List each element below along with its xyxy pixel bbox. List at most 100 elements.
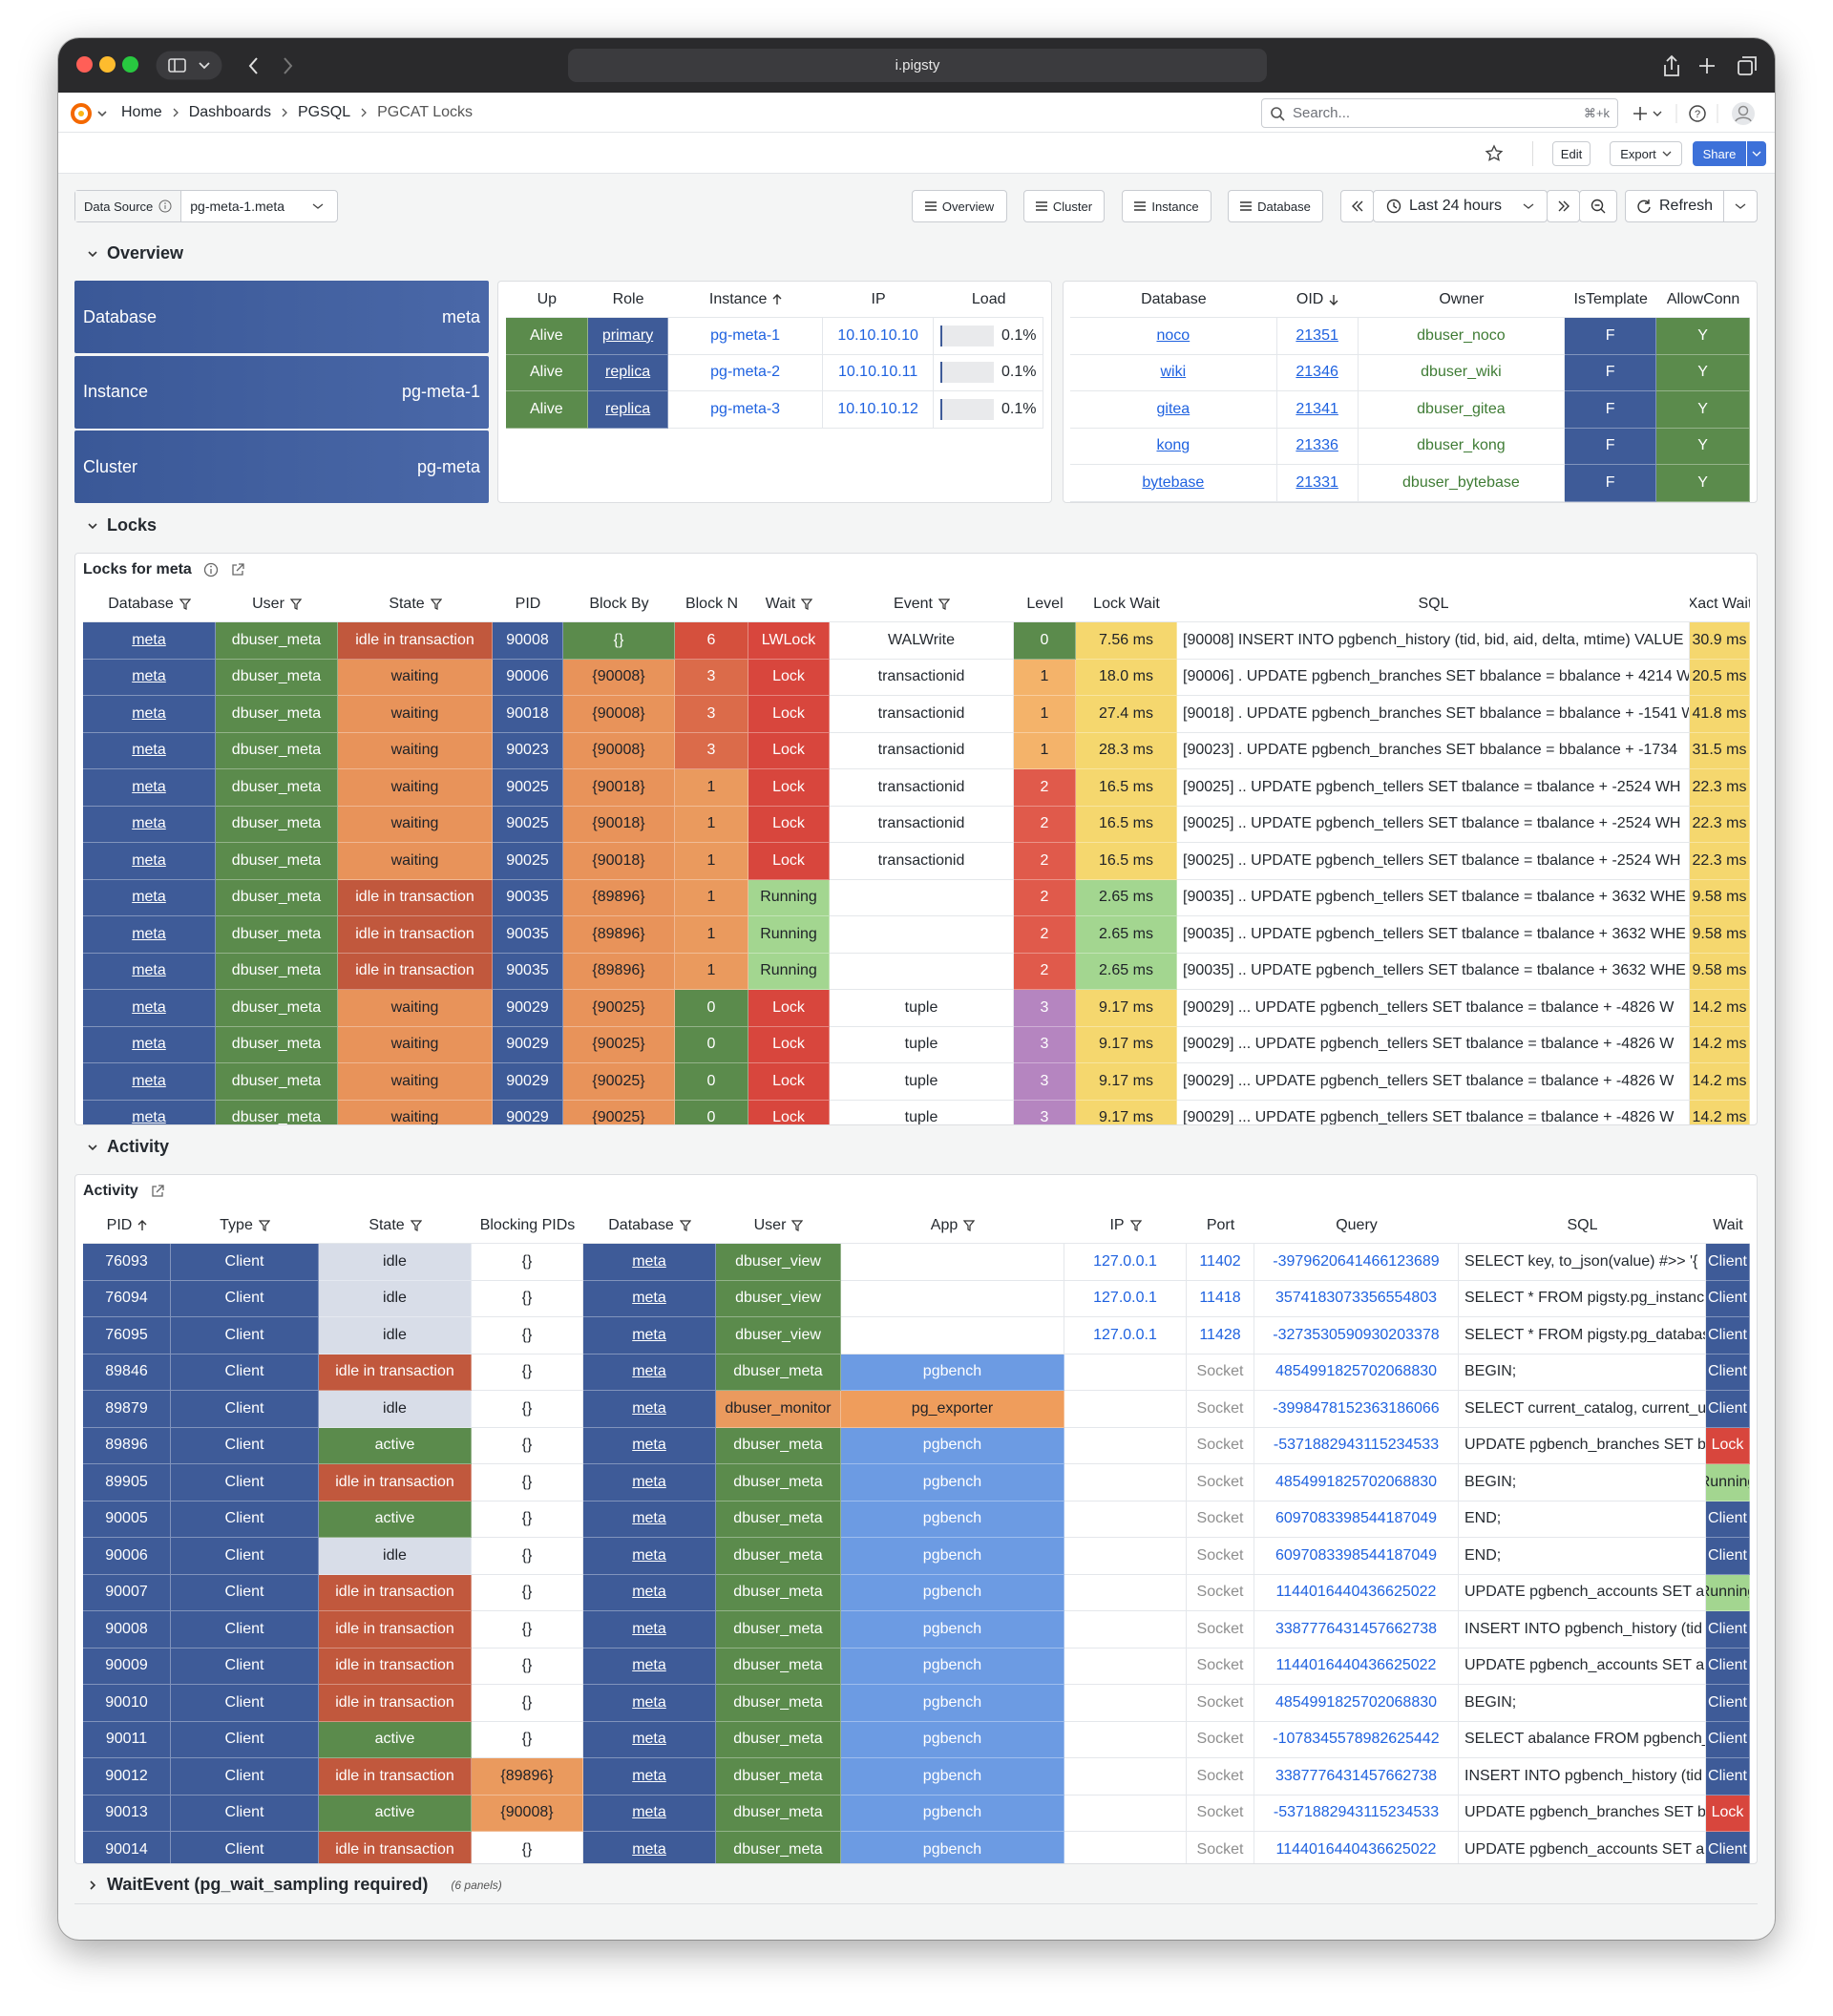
- sort-icon[interactable]: [772, 293, 782, 305]
- cell-link[interactable]: meta: [632, 1620, 666, 1637]
- share-menu[interactable]: [1747, 141, 1766, 166]
- column-header[interactable]: User: [716, 1208, 841, 1244]
- export-button[interactable]: Export: [1610, 141, 1682, 166]
- column-header[interactable]: Database: [583, 1208, 716, 1244]
- cell-link[interactable]: 21336: [1296, 437, 1338, 454]
- cell-link[interactable]: meta: [132, 1036, 166, 1053]
- cell-link[interactable]: meta: [632, 1510, 666, 1527]
- column-header[interactable]: User: [216, 586, 338, 622]
- cell-link[interactable]: meta: [632, 1326, 666, 1343]
- column-header[interactable]: IP: [1064, 1208, 1187, 1244]
- cell-link[interactable]: meta: [132, 1109, 166, 1125]
- cell-link[interactable]: meta: [632, 1399, 666, 1417]
- breadcrumb[interactable]: PGSQL: [297, 103, 351, 120]
- filter-icon[interactable]: [179, 598, 191, 610]
- row-header[interactable]: Activity: [88, 1137, 169, 1157]
- time-picker[interactable]: Last 24 hours: [1373, 190, 1548, 222]
- cell-link[interactable]: meta: [132, 925, 166, 942]
- cell-link[interactable]: replica: [604, 400, 651, 417]
- cell-link[interactable]: meta: [632, 1657, 666, 1674]
- cell-link[interactable]: meta: [632, 1584, 666, 1601]
- dashboard-link[interactable]: Overview: [912, 190, 1007, 222]
- cell-link[interactable]: kong: [1156, 437, 1190, 454]
- row-header[interactable]: WaitEvent (pg_wait_sampling required) (6 …: [88, 1875, 502, 1895]
- cell-link[interactable]: meta: [132, 742, 166, 759]
- column-header[interactable]: OID: [1276, 282, 1359, 318]
- cell-link[interactable]: meta: [132, 1072, 166, 1089]
- cell-link[interactable]: 21351: [1296, 326, 1338, 344]
- minimize-button[interactable]: [99, 56, 116, 73]
- column-header[interactable]: App: [841, 1208, 1064, 1244]
- time-shift-back[interactable]: [1340, 190, 1374, 222]
- dashboard-link[interactable]: Database: [1228, 190, 1323, 222]
- sort-icon[interactable]: [1329, 294, 1338, 305]
- cell-link[interactable]: wiki: [1160, 364, 1187, 381]
- cell-link[interactable]: 21341: [1296, 400, 1338, 417]
- column-header[interactable]: Database: [83, 586, 216, 622]
- refresh-interval[interactable]: [1723, 190, 1758, 222]
- sidebar-toggle[interactable]: [156, 51, 222, 80]
- nav-icons[interactable]: ?: [1629, 100, 1772, 127]
- cell-link[interactable]: replica: [604, 364, 651, 381]
- external-link-icon[interactable]: [230, 562, 245, 578]
- filter-icon[interactable]: [410, 1219, 422, 1231]
- cell-link[interactable]: gitea: [1156, 400, 1190, 417]
- breadcrumb[interactable]: Home: [121, 103, 162, 120]
- cell-link[interactable]: meta: [132, 962, 166, 979]
- cell-link[interactable]: meta: [632, 1804, 666, 1821]
- cell-link[interactable]: meta: [132, 851, 166, 869]
- filter-icon[interactable]: [679, 1219, 691, 1231]
- filter-icon[interactable]: [289, 598, 302, 610]
- close-button[interactable]: [76, 56, 93, 73]
- column-header[interactable]: PID: [83, 1208, 171, 1244]
- cell-link[interactable]: meta: [132, 778, 166, 795]
- time-shift-forward[interactable]: [1547, 190, 1580, 222]
- filter-icon[interactable]: [791, 1219, 804, 1231]
- column-header[interactable]: State: [338, 586, 493, 622]
- cell-link[interactable]: meta: [632, 1731, 666, 1748]
- star-button[interactable]: [1485, 144, 1504, 163]
- dashboard-link[interactable]: Instance: [1122, 190, 1211, 222]
- external-link-icon[interactable]: [150, 1184, 165, 1199]
- breadcrumb[interactable]: Dashboards: [188, 103, 271, 120]
- cell-link[interactable]: meta: [132, 815, 166, 832]
- column-header[interactable]: Wait: [748, 586, 830, 622]
- edit-button[interactable]: Edit: [1552, 141, 1591, 166]
- zoom-button[interactable]: [122, 56, 138, 73]
- window-actions[interactable]: [1658, 52, 1763, 79]
- filter-icon[interactable]: [1129, 1219, 1142, 1231]
- filter-icon[interactable]: [801, 598, 813, 610]
- cell-link[interactable]: meta: [632, 1767, 666, 1784]
- cell-link[interactable]: meta: [132, 631, 166, 648]
- filter-icon[interactable]: [430, 598, 442, 610]
- row-header[interactable]: Locks: [88, 515, 157, 536]
- cell-link[interactable]: 21346: [1296, 364, 1338, 381]
- column-header[interactable]: Event: [830, 586, 1014, 622]
- cell-link[interactable]: primary: [601, 326, 654, 344]
- share-button[interactable]: Share: [1693, 141, 1746, 166]
- cell-link[interactable]: meta: [632, 1473, 666, 1490]
- row-header[interactable]: Overview: [88, 243, 183, 263]
- filter-icon[interactable]: [258, 1219, 270, 1231]
- datasource-variable[interactable]: Data Source pg-meta-1.meta: [74, 190, 338, 222]
- address-bar[interactable]: i.pigsty: [568, 49, 1267, 82]
- column-header[interactable]: Type: [171, 1208, 319, 1244]
- cell-link[interactable]: meta: [132, 889, 166, 906]
- cell-link[interactable]: meta: [632, 1693, 666, 1711]
- cell-link[interactable]: meta: [632, 1290, 666, 1307]
- cell-link[interactable]: 21331: [1296, 473, 1338, 491]
- sort-icon[interactable]: [137, 1219, 147, 1231]
- cell-link[interactable]: meta: [132, 668, 166, 685]
- cell-link[interactable]: meta: [632, 1363, 666, 1380]
- cell-link[interactable]: meta: [132, 704, 166, 722]
- cell-link[interactable]: meta: [132, 998, 166, 1016]
- cell-link[interactable]: meta: [632, 1840, 666, 1858]
- refresh-button[interactable]: Refresh: [1625, 190, 1724, 222]
- filter-icon[interactable]: [938, 598, 950, 610]
- column-header[interactable]: Instance: [668, 282, 823, 318]
- cell-link[interactable]: noco: [1156, 326, 1190, 344]
- grafana-logo[interactable]: [70, 101, 108, 126]
- search-box[interactable]: Search... ⌘+k: [1261, 98, 1618, 128]
- cell-link[interactable]: bytebase: [1142, 473, 1205, 491]
- info-icon[interactable]: [203, 562, 219, 578]
